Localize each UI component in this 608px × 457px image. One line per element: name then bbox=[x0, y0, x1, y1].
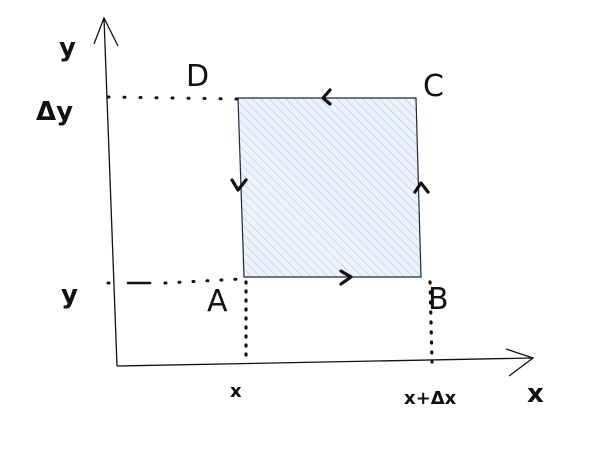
direction-arrows bbox=[230, 88, 430, 286]
guide-lines bbox=[106, 95, 434, 364]
arrow-cd-icon bbox=[321, 88, 332, 106]
guide-x-right bbox=[428, 280, 434, 364]
x-axis-label: x bbox=[527, 379, 544, 409]
y-tick-lower: y bbox=[61, 280, 78, 310]
y-axis-label: y bbox=[59, 33, 76, 63]
y-axis-line bbox=[103, 17, 118, 367]
arrow-da-icon bbox=[230, 178, 248, 192]
vertex-b-label: B bbox=[428, 282, 449, 317]
axes bbox=[93, 16, 535, 377]
y-axis-arrowhead bbox=[93, 16, 119, 47]
vertex-c-label: C bbox=[423, 69, 444, 104]
guide-lower-y-dots bbox=[163, 277, 242, 285]
arrow-ab-icon bbox=[339, 269, 353, 286]
x-tick-right: x+Δx bbox=[404, 388, 457, 409]
guide-upper-y bbox=[106, 95, 240, 101]
vertex-a-label: A bbox=[207, 284, 228, 319]
region-abcd bbox=[237, 97, 422, 278]
y-tick-upper: Δy bbox=[36, 97, 73, 127]
vertex-d-label: D bbox=[186, 59, 209, 94]
arrow-bc-icon bbox=[413, 181, 430, 194]
x-tick-left: x bbox=[230, 381, 242, 402]
x-axis-line bbox=[116, 357, 534, 367]
x-axis-arrowhead bbox=[505, 348, 535, 377]
